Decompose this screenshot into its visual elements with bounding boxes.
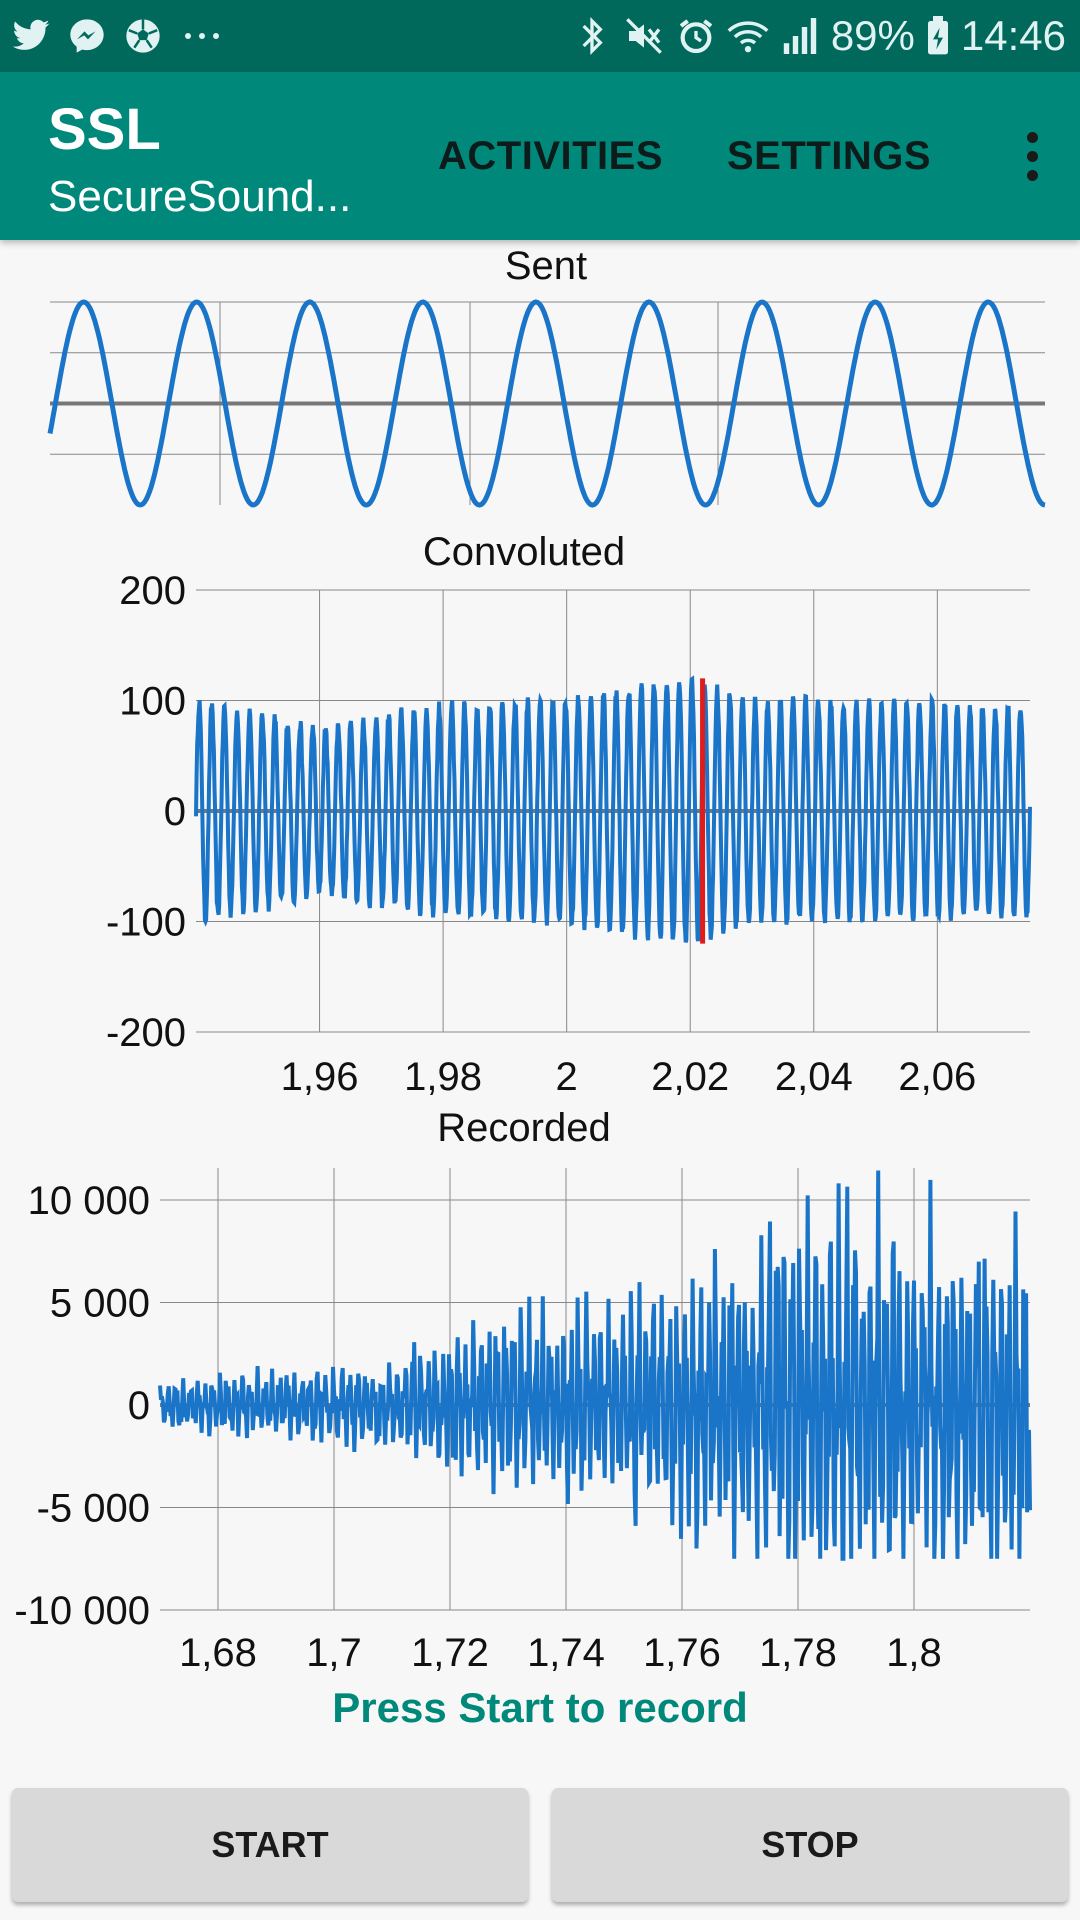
app-title: SSL bbox=[48, 97, 161, 162]
recorded-ytick-label: -10 000 bbox=[14, 1589, 150, 1633]
twitter-icon bbox=[10, 15, 52, 57]
recorded-xtick-label: 1,74 bbox=[527, 1631, 605, 1675]
recorded-xtick-label: 1,78 bbox=[759, 1631, 837, 1675]
messenger-icon bbox=[66, 15, 108, 57]
stop-button[interactable]: STOP bbox=[552, 1788, 1068, 1902]
start-button[interactable]: START bbox=[12, 1788, 528, 1902]
mute-icon bbox=[623, 15, 665, 57]
recorded-ytick-label: -5 000 bbox=[37, 1487, 150, 1531]
signal-icon bbox=[779, 15, 821, 57]
recorded-xtick-label: 1,76 bbox=[643, 1631, 721, 1675]
recorded-ytick-label: 0 bbox=[128, 1384, 150, 1428]
battery-percent: 89% bbox=[830, 12, 915, 59]
sent-series-line bbox=[47, 299, 1046, 508]
soccer-ball-icon bbox=[122, 15, 164, 57]
convoluted-ytick-label: 200 bbox=[119, 569, 186, 613]
convoluted-ytick-label: -200 bbox=[106, 1011, 186, 1055]
convoluted-series-line bbox=[194, 675, 1032, 943]
more-notifications-icon bbox=[178, 15, 226, 57]
app-bar: SSL SecureSound... ACTIVITIES SETTINGS bbox=[0, 72, 1080, 240]
battery-icon bbox=[925, 15, 951, 57]
convoluted-xtick-label: 1,96 bbox=[281, 1055, 359, 1099]
clock: 14:46 bbox=[960, 12, 1066, 59]
convoluted-xtick-label: 2,02 bbox=[651, 1055, 729, 1099]
activities-menu-item[interactable]: ACTIVITIES bbox=[438, 134, 664, 178]
recorded-ytick-label: 5 000 bbox=[50, 1282, 150, 1326]
status-bar: 89% 14:46 bbox=[0, 0, 1080, 72]
wifi-icon bbox=[727, 15, 769, 57]
convoluted-ytick-label: 0 bbox=[164, 790, 186, 834]
notification-icons bbox=[10, 14, 226, 58]
convoluted-xtick-label: 1,98 bbox=[404, 1055, 482, 1099]
recorded-ytick-label: 10 000 bbox=[28, 1179, 150, 1223]
convoluted-ytick-label: 100 bbox=[119, 680, 186, 724]
convoluted-xtick-label: 2 bbox=[556, 1055, 578, 1099]
convoluted-ytick-label: -100 bbox=[106, 901, 186, 945]
recorded-xtick-label: 1,8 bbox=[886, 1631, 942, 1675]
convoluted-xtick-label: 2,04 bbox=[775, 1055, 853, 1099]
more-vert-icon[interactable] bbox=[1002, 126, 1062, 186]
bluetooth-icon bbox=[571, 15, 613, 57]
recorded-xtick-label: 1,72 bbox=[411, 1631, 489, 1675]
recorded-series-line bbox=[158, 1170, 1032, 1561]
system-icons: 89% 14:46 bbox=[571, 10, 1066, 62]
convoluted-xtick-label: 2,06 bbox=[898, 1055, 976, 1099]
convoluted-chart-title: Convoluted bbox=[422, 530, 626, 574]
status-message: Press Start to record bbox=[332, 1684, 748, 1731]
recorded-xtick-label: 1,68 bbox=[179, 1631, 257, 1675]
sent-chart-title: Sent bbox=[504, 244, 588, 288]
recorded-chart-title: Recorded bbox=[437, 1106, 611, 1150]
settings-menu-item[interactable]: SETTINGS bbox=[727, 134, 932, 178]
alarm-icon bbox=[675, 15, 717, 57]
recorded-xtick-label: 1,7 bbox=[306, 1631, 362, 1675]
